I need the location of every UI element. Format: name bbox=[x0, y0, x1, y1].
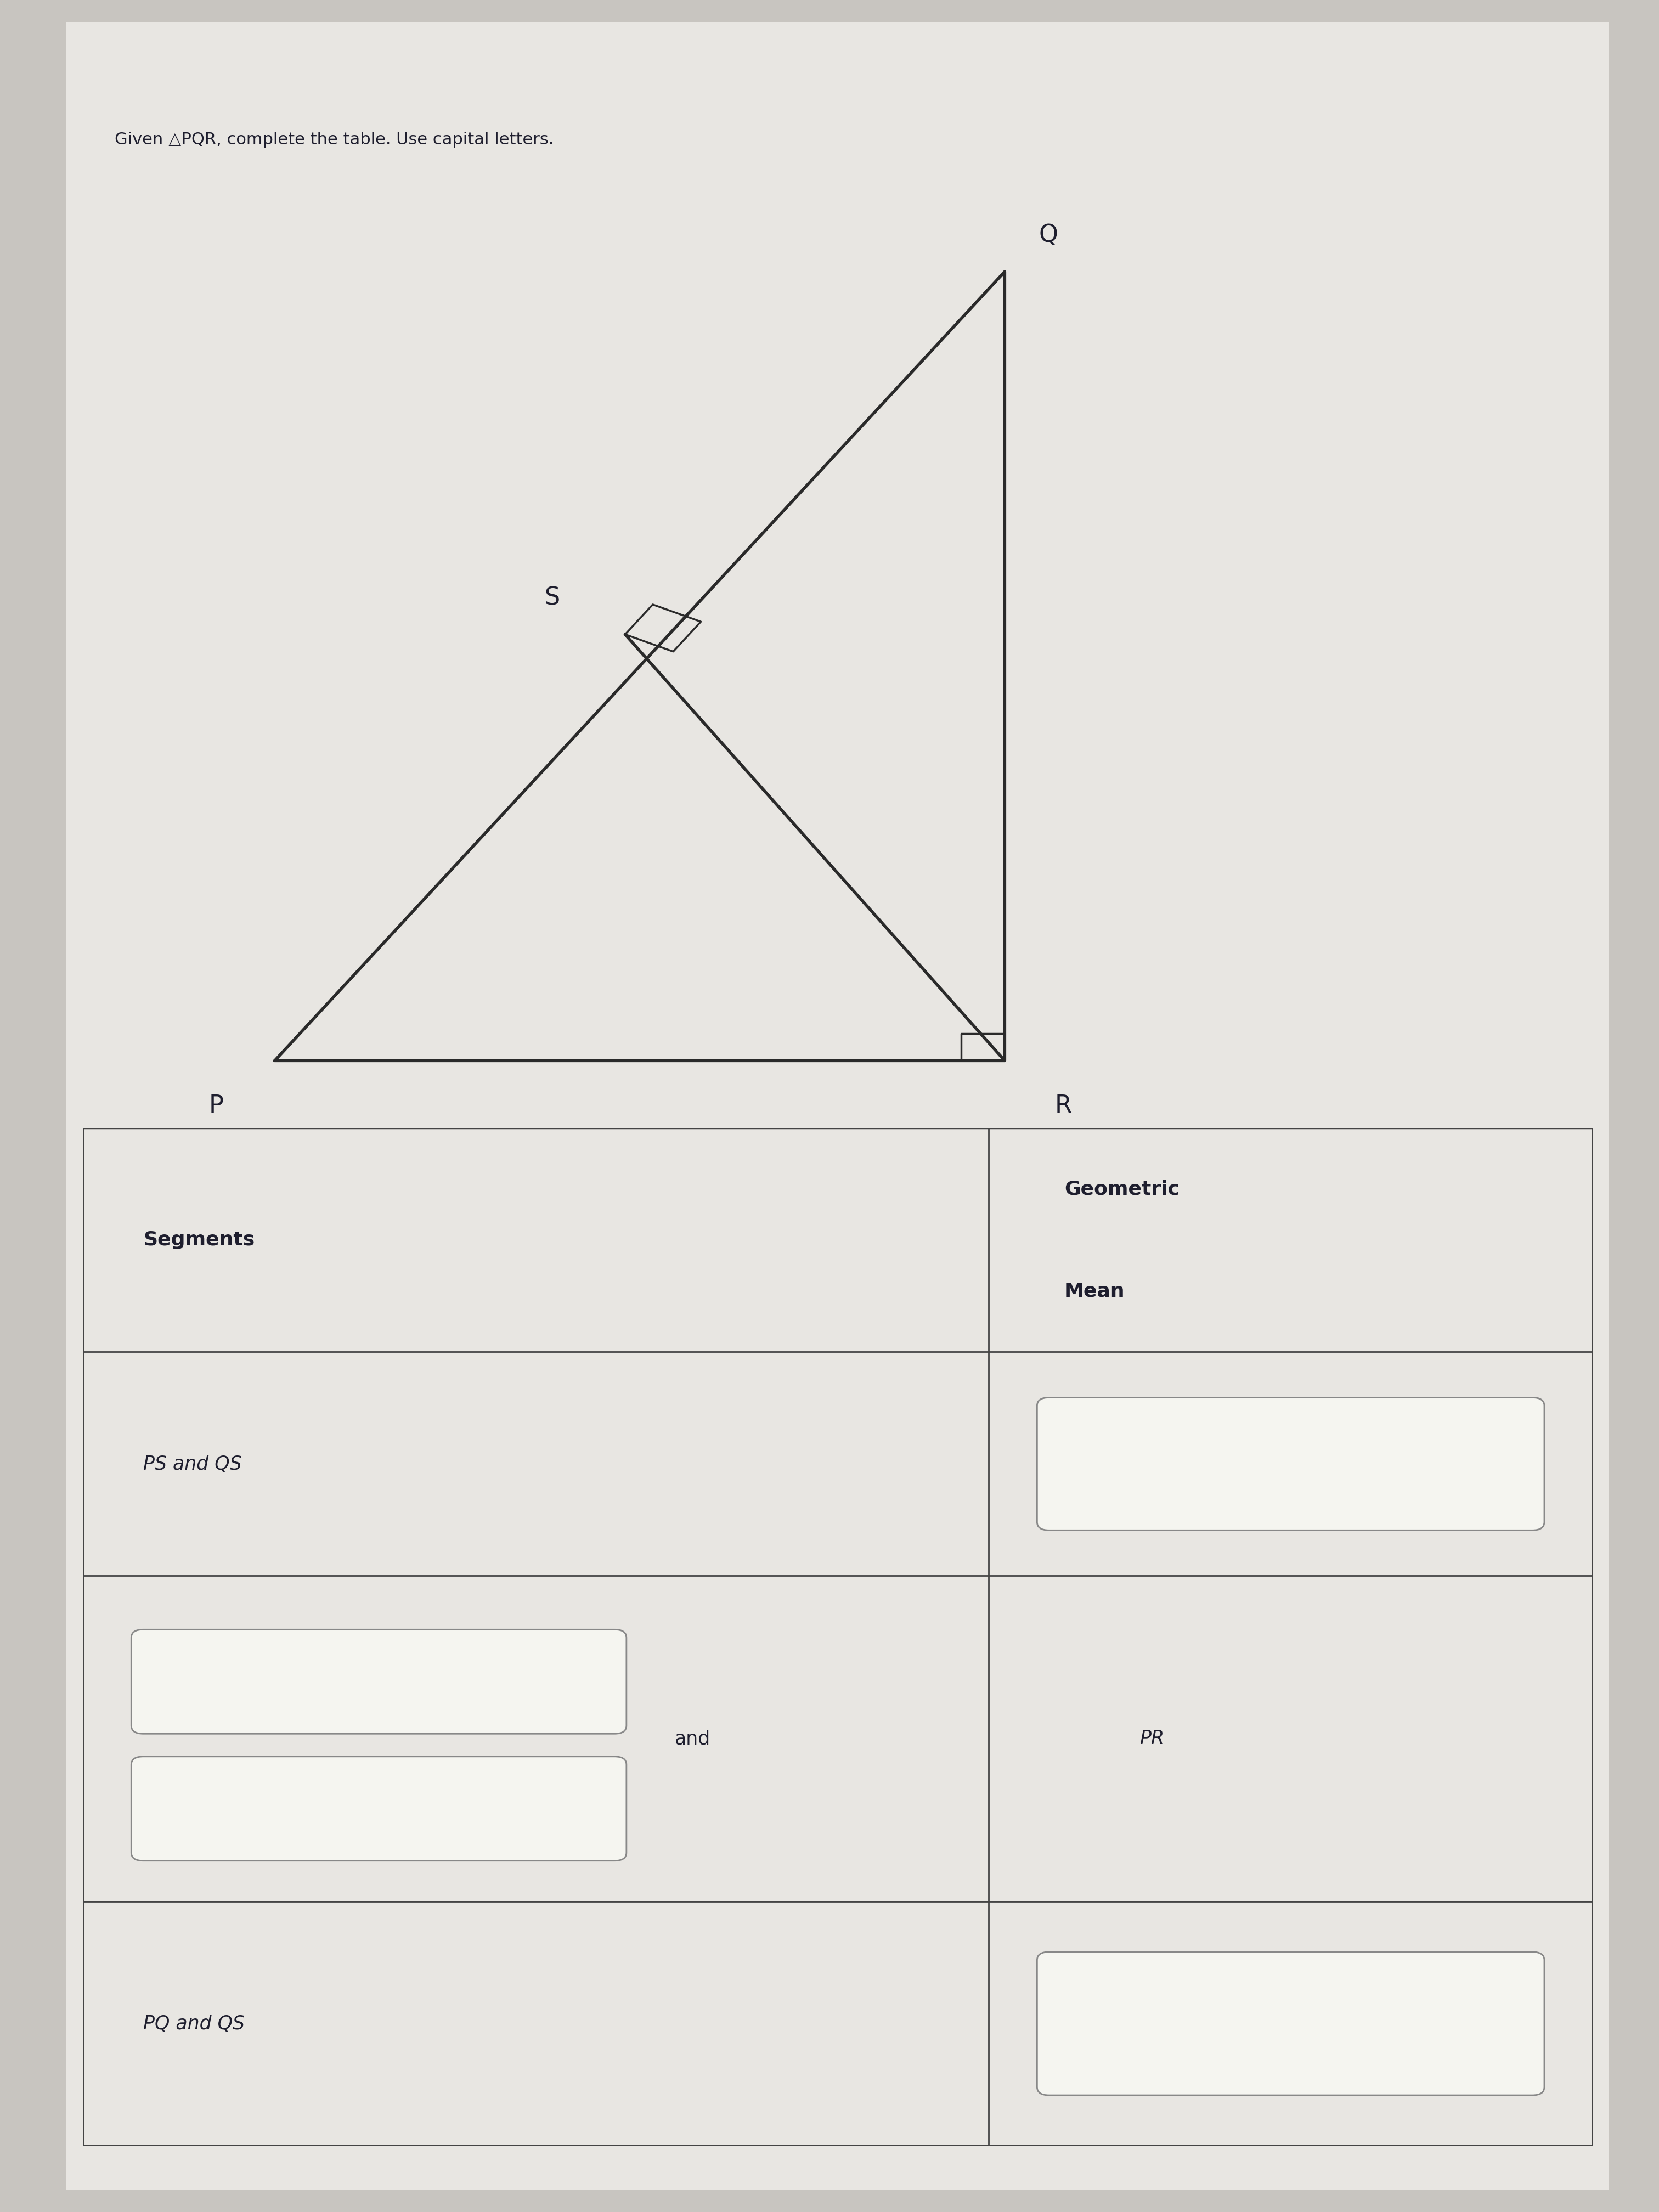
Text: Given △PQR, complete the table. Use capital letters.: Given △PQR, complete the table. Use capi… bbox=[114, 131, 554, 148]
FancyBboxPatch shape bbox=[1037, 1951, 1545, 2095]
Text: Mean: Mean bbox=[1065, 1281, 1125, 1301]
Text: P: P bbox=[209, 1095, 224, 1117]
Text: PR: PR bbox=[1140, 1730, 1165, 1747]
Text: Q: Q bbox=[1039, 223, 1058, 248]
FancyBboxPatch shape bbox=[131, 1630, 627, 1734]
Text: and: and bbox=[675, 1730, 710, 1747]
Text: Geometric: Geometric bbox=[1065, 1179, 1180, 1199]
Text: Segments: Segments bbox=[143, 1230, 255, 1250]
Text: PS and QS: PS and QS bbox=[143, 1455, 242, 1473]
FancyBboxPatch shape bbox=[131, 1756, 627, 1860]
FancyBboxPatch shape bbox=[1037, 1398, 1545, 1531]
Text: S: S bbox=[544, 586, 559, 611]
Text: PQ and QS: PQ and QS bbox=[143, 2015, 246, 2033]
Text: R: R bbox=[1055, 1095, 1072, 1117]
